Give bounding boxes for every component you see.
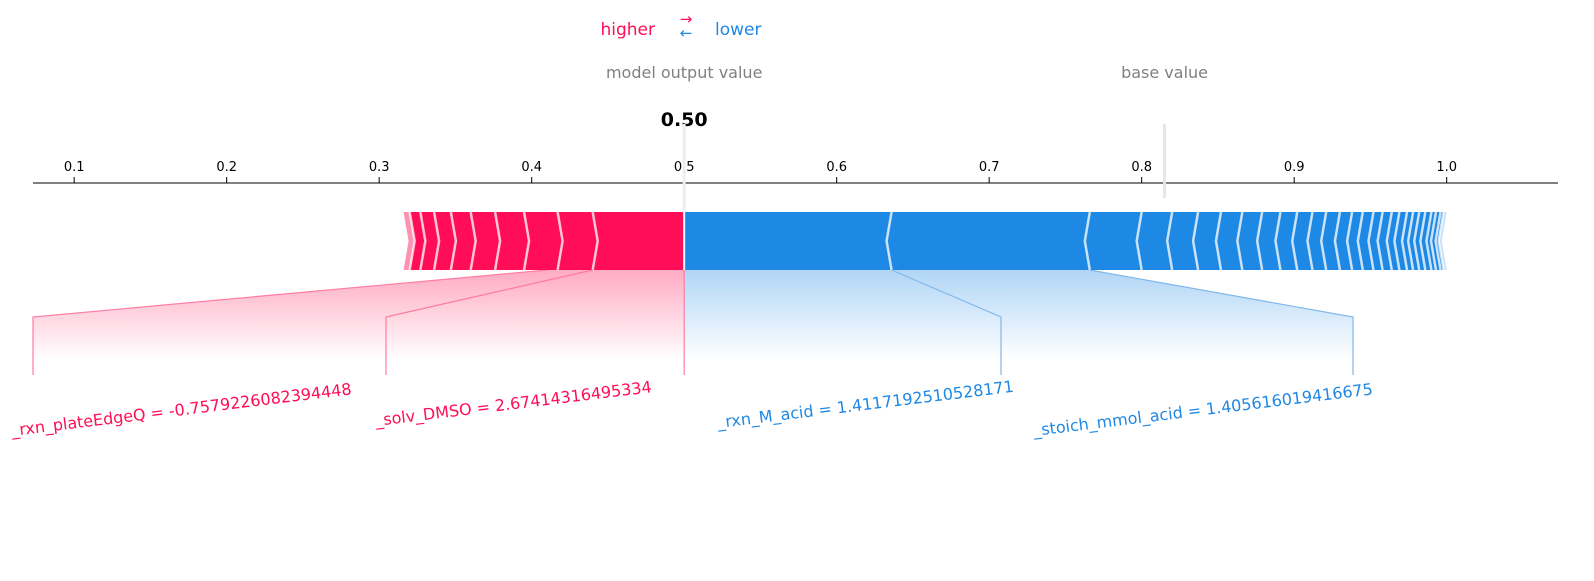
negative-segment-divider xyxy=(1400,211,1409,271)
negative-segment-divider xyxy=(1236,211,1244,271)
negative-feature-segment xyxy=(1426,212,1436,270)
model-output-caption: model output value xyxy=(606,63,762,82)
force-bar xyxy=(403,211,1447,271)
negative-feature-segment xyxy=(1275,212,1298,270)
negative-segment-divider xyxy=(1434,211,1442,271)
positive-segment-divider xyxy=(449,211,458,271)
negative-segment-divider xyxy=(1412,211,1421,271)
positive-segment-divider xyxy=(432,211,441,271)
negative-segment-divider xyxy=(1319,211,1328,271)
negative-feature-segment xyxy=(1193,212,1221,270)
positive-segment-divider xyxy=(408,211,416,271)
feature-connector-line xyxy=(385,269,593,375)
positive-feature-segment xyxy=(495,212,530,270)
negative-feature-segment xyxy=(1084,212,1142,270)
negative-segment-divider xyxy=(1135,211,1143,271)
negative-segment-divider xyxy=(1367,211,1375,271)
feature-connector-line xyxy=(891,269,1002,375)
negative-segment-divider xyxy=(1356,211,1365,271)
negative-feature-segment xyxy=(1347,212,1363,270)
negative-segment-divider xyxy=(1214,211,1223,271)
feature-label: _rxn_M_acid = 1.4117192510528171 xyxy=(715,377,1015,433)
positive-feature-segment xyxy=(524,212,563,270)
negative-segment-divider xyxy=(1345,211,1354,271)
negative-segment-divider xyxy=(885,211,893,271)
x-tick-label: 1.0 xyxy=(1436,160,1457,175)
negative-segment-divider xyxy=(1419,211,1427,271)
feature-connector-line xyxy=(1089,269,1354,375)
negative-feature-segment xyxy=(1431,212,1441,270)
positive-feature-segment xyxy=(470,212,501,270)
negative-feature-segment xyxy=(1257,212,1281,270)
feature-label: _stoich_mmol_acid = 1.405616019416675 xyxy=(1031,379,1374,441)
feature-label: _solv_DMSO = 2.67414316495334 xyxy=(373,377,653,431)
feature-connector-line xyxy=(32,269,547,375)
x-tick-label: 0.1 xyxy=(64,160,85,175)
legend-lower-label: lower xyxy=(715,20,761,40)
negative-segment-divider xyxy=(1306,211,1314,271)
legend-arrow-left-icon: ← xyxy=(680,24,693,42)
negative-feature-segment xyxy=(1357,212,1374,270)
negative-feature-segment xyxy=(1215,212,1243,270)
negative-gradient-area xyxy=(684,270,1353,360)
negative-segment-divider xyxy=(1255,211,1264,271)
x-tick-label: 0.7 xyxy=(979,160,1000,175)
negative-feature-segment xyxy=(886,212,1090,270)
negative-segment-divider xyxy=(1429,211,1438,271)
negative-segment-divider xyxy=(1333,211,1342,271)
negative-feature-segment xyxy=(1334,212,1353,270)
negative-feature-segment xyxy=(1307,212,1327,270)
positive-feature-segment xyxy=(434,212,456,270)
feature-label: _rxn_plateEdgeQ = -0.7579226082394448 xyxy=(9,379,353,441)
x-tick-label: 0.8 xyxy=(1131,160,1152,175)
positive-segment-divider xyxy=(591,211,599,271)
positive-feature-segment xyxy=(420,212,440,270)
positive-segment-divider xyxy=(469,211,477,271)
negative-segment-divider xyxy=(1393,211,1401,271)
negative-segment-divider xyxy=(1406,211,1415,271)
negative-segment-divider xyxy=(1083,211,1092,271)
negative-feature-segment xyxy=(1292,212,1313,270)
feature-labels: _rxn_plateEdgeQ = -0.7579226082394448 _so… xyxy=(9,377,1374,441)
positive-segment-divider xyxy=(556,211,564,271)
positive-segment-divider xyxy=(419,211,427,271)
x-tick-label: 0.2 xyxy=(216,160,237,175)
base-value-caption: base value xyxy=(1121,63,1208,82)
negative-segment-divider xyxy=(1376,211,1384,271)
positive-feature-segment xyxy=(557,212,598,270)
negative-feature-segment xyxy=(684,212,892,270)
negative-feature-segment xyxy=(1136,212,1173,270)
negative-segment-divider xyxy=(1290,211,1299,271)
positive-gradient-area xyxy=(33,270,685,360)
x-tick-label: 0.9 xyxy=(1284,160,1305,175)
negative-feature-segment xyxy=(1237,212,1263,270)
legend-higher-label: higher xyxy=(600,20,655,40)
negative-segment-divider xyxy=(1437,211,1445,271)
negative-segment-divider xyxy=(1425,211,1433,271)
output-value-label: 0.50 xyxy=(661,109,708,131)
negative-segment-divider xyxy=(1191,211,1200,271)
positive-feature-segment xyxy=(409,212,426,270)
positive-feature-segment xyxy=(450,212,476,270)
x-axis: 0.10.20.30.40.50.60.70.80.91.0 xyxy=(33,124,1558,212)
label-connectors xyxy=(32,269,1354,375)
negative-feature-segment xyxy=(1321,212,1340,270)
positive-feature-segment xyxy=(592,212,685,270)
negative-segment-divider xyxy=(1385,211,1394,271)
x-tick-label: 0.6 xyxy=(826,160,847,175)
positive-segment-divider xyxy=(522,211,531,271)
x-tick-label: 0.4 xyxy=(521,160,542,175)
negative-segment-divider xyxy=(1274,211,1282,271)
positive-segment-divider xyxy=(493,211,502,271)
negative-feature-segment xyxy=(1167,212,1199,270)
legend-arrow-right-icon: → xyxy=(680,10,693,28)
x-tick-label: 0.3 xyxy=(369,160,390,175)
negative-segment-divider xyxy=(1165,211,1174,271)
